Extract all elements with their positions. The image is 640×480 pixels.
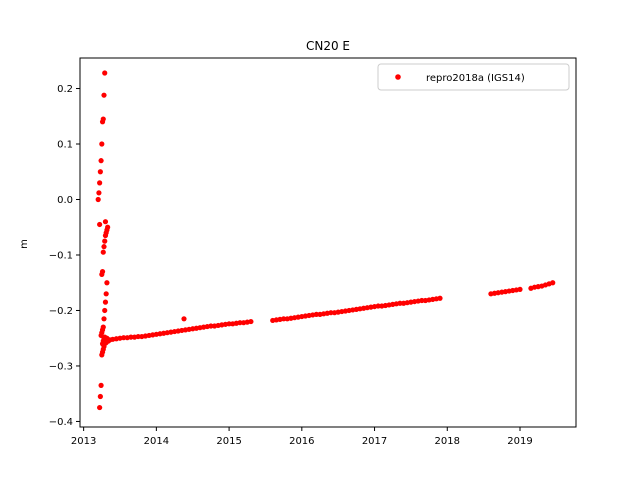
y-tick-label: 0.1: [57, 140, 73, 151]
data-point: [437, 295, 443, 301]
data-point: [226, 321, 232, 327]
x-tick-label: 2018: [435, 436, 460, 447]
legend-marker: [395, 74, 401, 80]
data-point: [135, 333, 141, 340]
data-point: [105, 224, 111, 230]
data-point: [95, 196, 101, 203]
legend-label: repro2018a (IGS14): [426, 73, 525, 84]
data-point: [102, 70, 108, 76]
data-point: [101, 316, 107, 322]
data-point: [97, 169, 103, 175]
plot-frame: [79, 57, 577, 428]
x-tick-label: 2016: [289, 436, 314, 447]
y-tick-label: −0.2: [49, 306, 73, 317]
data-point: [237, 320, 243, 326]
data-point: [181, 316, 187, 322]
data-point: [101, 244, 107, 250]
data-point: [397, 300, 403, 306]
data-point: [100, 116, 106, 122]
x-tick-label: 2013: [71, 436, 96, 447]
x-tick-label: 2014: [144, 436, 169, 447]
data-point: [97, 180, 103, 186]
data-point: [121, 335, 127, 341]
y-tick-label: −0.3: [49, 361, 73, 372]
data-point: [101, 92, 107, 98]
data-point: [97, 404, 103, 411]
data-point: [102, 219, 109, 225]
data-point: [97, 393, 103, 400]
data-point: [102, 299, 109, 305]
data-point: [208, 323, 214, 329]
x-tick-label: 2017: [362, 436, 387, 447]
data-point: [550, 280, 556, 286]
data-point: [313, 311, 319, 317]
data-point: [102, 238, 108, 244]
data-point: [102, 307, 108, 314]
data-point: [248, 318, 254, 325]
data-point: [100, 324, 106, 330]
data-point: [328, 310, 334, 316]
data-point: [104, 280, 110, 286]
data-point: [419, 297, 425, 304]
data-point: [375, 303, 381, 309]
data-points: [95, 70, 556, 411]
data-point: [128, 334, 134, 340]
x-tick-label: 2019: [507, 436, 532, 447]
data-point: [98, 158, 104, 164]
data-point: [517, 286, 523, 292]
y-axis-label: m: [19, 239, 30, 249]
y-tick-label: −0.1: [49, 250, 73, 261]
data-point: [96, 190, 102, 196]
y-tick-label: 0.0: [57, 195, 73, 206]
y-tick-label: 0.2: [57, 84, 73, 95]
x-axis: 2013 2014 2015 2016 2017 2018 2019: [71, 427, 533, 447]
y-axis: −0.4 −0.3 −0.2 −0.1 0.0 0.1 0.2: [49, 84, 80, 428]
y-tick-label: −0.4: [49, 417, 73, 428]
x-tick-label: 2015: [216, 436, 241, 447]
data-point: [97, 221, 103, 228]
data-point: [103, 291, 109, 297]
data-point: [99, 269, 106, 275]
chart-title: CN20 E: [306, 39, 350, 53]
data-point: [98, 382, 104, 388]
data-point: [281, 316, 287, 322]
legend-box: [377, 63, 570, 91]
legend: repro2018a (IGS14): [377, 63, 570, 91]
data-point: [100, 249, 106, 255]
data-point: [99, 141, 105, 147]
